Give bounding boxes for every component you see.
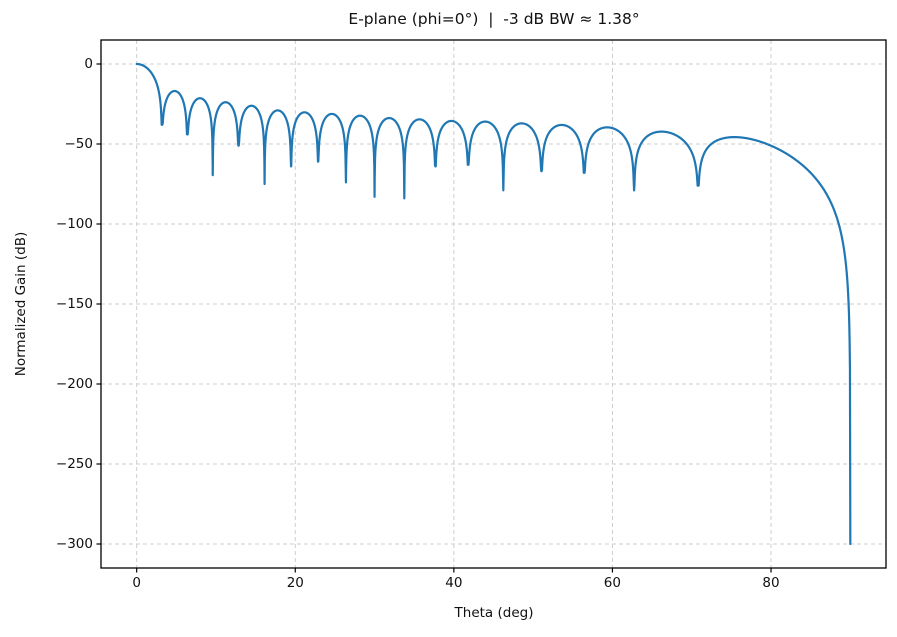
x-tick-label: 40	[445, 575, 463, 591]
y-tick-label: −150	[55, 296, 93, 312]
x-tick-label: 20	[286, 575, 304, 591]
x-tick-label: 80	[762, 575, 780, 591]
y-tick-label: −50	[64, 136, 94, 152]
y-tick-label: −300	[55, 536, 93, 552]
chart-title: E-plane (phi=0°) | -3 dB BW ≈ 1.38°	[348, 10, 640, 28]
x-tick-label: 0	[132, 575, 141, 591]
gain-curve	[135, 62, 852, 546]
x-axis-label: Theta (deg)	[454, 605, 534, 621]
y-tick-label: −200	[55, 376, 93, 392]
y-tick-label: 0	[84, 56, 93, 72]
y-axis-label: Normalized Gain (dB)	[13, 231, 29, 377]
x-tick-label: 60	[603, 575, 621, 591]
y-tick-label: −250	[55, 456, 93, 472]
y-tick-label: −100	[55, 216, 93, 232]
